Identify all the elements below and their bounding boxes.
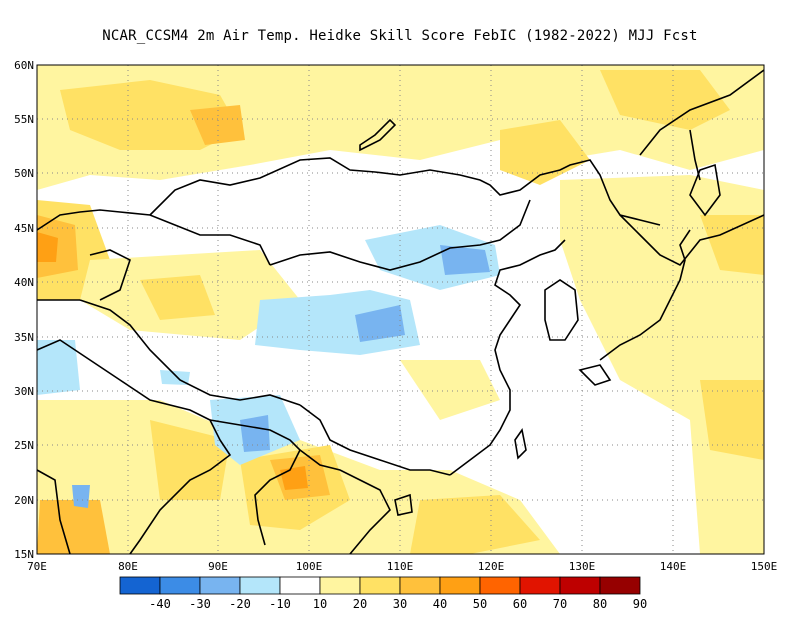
colorbar-swatch (159, 576, 201, 595)
colorbar: -40 -30 -20 -10 10 20 30 40 50 60 70 80 90 (119, 576, 647, 611)
colorbar-swatch (479, 576, 521, 595)
colorbar-label: -10 (269, 597, 291, 611)
colorbar-label: -20 (229, 597, 251, 611)
lat-label: 25N (14, 439, 34, 452)
colorbar-swatch (399, 576, 441, 595)
latitude-labels: 60N 55N 50N 45N 40N 35N 30N 25N 20N 15N (14, 59, 34, 561)
lon-label: 150E (751, 560, 778, 573)
lat-label: 40N (14, 276, 34, 289)
lat-label: 30N (14, 385, 34, 398)
lat-label: 60N (14, 59, 34, 72)
lon-label: 90E (208, 560, 228, 573)
colorbar-label: 40 (433, 597, 447, 611)
lat-label: 20N (14, 494, 34, 507)
lon-label: 80E (118, 560, 138, 573)
map-grid (37, 65, 764, 554)
colorbar-swatch (559, 576, 601, 595)
lat-label: 45N (14, 222, 34, 235)
lon-label: 130E (569, 560, 596, 573)
colorbar-label: 10 (313, 597, 327, 611)
lat-label: 15N (14, 548, 34, 561)
lon-label: 70E (27, 560, 47, 573)
lon-label: 100E (296, 560, 323, 573)
lon-label: 110E (387, 560, 414, 573)
lon-label: 140E (660, 560, 687, 573)
colorbar-swatch (119, 576, 161, 595)
lat-label: 35N (14, 331, 34, 344)
colorbar-swatch (319, 576, 361, 595)
colorbar-swatch (519, 576, 561, 595)
colorbar-label: 80 (593, 597, 607, 611)
colorbar-swatch (599, 576, 641, 595)
colorbar-label: 20 (353, 597, 367, 611)
colorbar-label: 30 (393, 597, 407, 611)
colorbar-label: 60 (513, 597, 527, 611)
coastlines-borders (36, 69, 765, 555)
colorbar-label: 90 (633, 597, 647, 611)
chart-title: NCAR_CCSM4 2m Air Temp. Heidke Skill Sco… (102, 28, 698, 44)
lat-label: 50N (14, 167, 34, 180)
map-frame (36, 64, 765, 555)
colorbar-swatch (279, 576, 321, 595)
skill-shading (37, 65, 764, 554)
colorbar-swatch (359, 576, 401, 595)
lon-label: 120E (478, 560, 505, 573)
lat-label: 55N (14, 113, 34, 126)
longitude-labels: 70E 80E 90E 100E 110E 120E 130E 140E 150… (27, 560, 777, 573)
colorbar-swatch (439, 576, 481, 595)
colorbar-label: -40 (149, 597, 171, 611)
colorbar-label: 70 (553, 597, 567, 611)
colorbar-label: -30 (189, 597, 211, 611)
colorbar-swatch (199, 576, 241, 595)
colorbar-label: 50 (473, 597, 487, 611)
colorbar-swatch (239, 576, 281, 595)
